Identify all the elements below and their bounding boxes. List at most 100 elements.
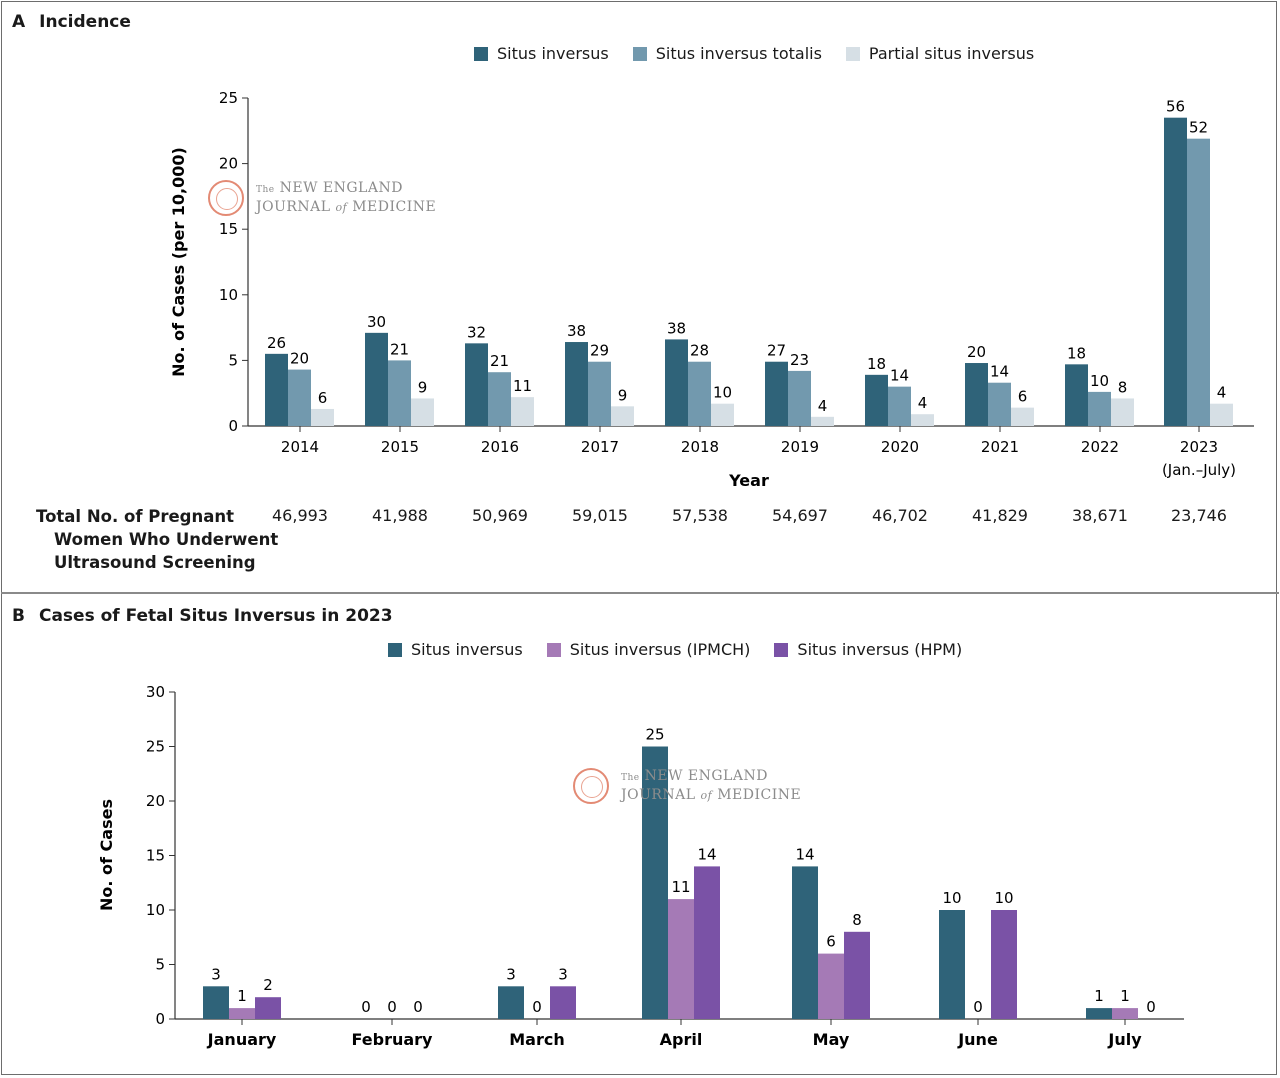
bar (811, 416, 834, 426)
journal-watermark: The NEW ENGLAND JOURNAL of MEDICINE (208, 180, 436, 216)
watermark-small: of (700, 789, 713, 802)
data-label: 20 (967, 343, 986, 361)
data-label: 14 (890, 367, 909, 385)
data-label: 6 (826, 933, 836, 951)
x-tick-label: 2019 (781, 438, 819, 456)
total-value: 50,969 (472, 506, 528, 525)
data-label: 3 (506, 965, 516, 983)
bar (694, 866, 720, 1019)
data-label: 30 (367, 313, 386, 331)
x-tick-label: 2020 (881, 438, 919, 456)
legend-item-situs-inversus-totalis: Situs inversus totalis (632, 44, 822, 63)
bar (668, 899, 694, 1019)
bar (991, 910, 1017, 1019)
data-label: 52 (1189, 119, 1208, 137)
totals-label-line: Ultrasound Screening (54, 553, 256, 572)
x-tick-label: 2015 (381, 438, 419, 456)
total-value: 57,538 (672, 506, 728, 525)
total-value: 41,988 (372, 506, 428, 525)
legend-label: Partial situs inversus (868, 44, 1035, 63)
bar (203, 986, 229, 1019)
legend-item-situs-inversus: Situs inversus (388, 640, 523, 659)
watermark-line: NEW ENGLAND (644, 768, 768, 784)
watermark-line: MEDICINE (352, 199, 437, 215)
legend-item-partial-situs-inversus: Partial situs inversus (845, 44, 1035, 63)
data-label: 4 (918, 394, 928, 412)
legend-item-ipmch: Situs inversus (IPMCH) (546, 640, 751, 659)
panel-a-legend: Situs inversus Situs inversus totalis Pa… (474, 44, 1058, 63)
bar (1086, 1008, 1112, 1019)
x-tick-label: March (509, 1030, 564, 1049)
bar (688, 361, 711, 426)
data-label: 38 (567, 322, 586, 340)
total-value: 54,697 (772, 506, 828, 525)
legend-label: Situs inversus (IPMCH) (569, 640, 751, 659)
bar (550, 986, 576, 1019)
bar (488, 372, 511, 426)
x-tick-label: 2018 (681, 438, 719, 456)
total-value: 46,993 (272, 506, 328, 525)
watermark-small: The (256, 185, 275, 195)
legend-swatch (388, 642, 402, 657)
bar (1210, 403, 1233, 426)
x-tick-label: May (813, 1030, 850, 1049)
x-tick-label: 2014 (281, 438, 319, 456)
data-label: 9 (418, 378, 428, 396)
legend-item-hpm: Situs inversus (HPM) (774, 640, 962, 659)
bar (611, 406, 634, 426)
y-tick-label: 20 (146, 792, 165, 810)
totals-label-line: Women Who Underwent (54, 530, 279, 549)
data-label: 25 (645, 726, 664, 744)
bar (1164, 117, 1187, 427)
y-tick-label: 30 (146, 683, 165, 701)
bar (265, 353, 288, 426)
legend-swatch (474, 46, 488, 61)
data-label: 6 (318, 389, 328, 407)
x-tick-label: July (1107, 1030, 1142, 1049)
bar (1088, 391, 1111, 426)
bar (965, 363, 988, 426)
bar (255, 997, 281, 1019)
y-tick-label: 5 (228, 351, 238, 369)
y-axis-title: No. of Cases (per 10,000) (169, 147, 188, 377)
x-axis-title: Year (728, 471, 769, 490)
legend-label: Situs inversus (411, 640, 523, 659)
bar (565, 342, 588, 426)
data-label: 11 (513, 377, 532, 395)
x-tick-sublabel: (Jan.–July) (1162, 461, 1236, 479)
legend-label: Situs inversus totalis (655, 44, 822, 63)
bar (818, 953, 844, 1019)
bar (388, 360, 411, 426)
x-tick-label: June (957, 1030, 998, 1049)
bar (865, 374, 888, 426)
watermark-line: JOURNAL (621, 787, 696, 803)
panel-a-title: Incidence (39, 12, 131, 32)
bar (1011, 407, 1034, 426)
bar (411, 398, 434, 426)
bar (988, 382, 1011, 426)
data-label: 9 (618, 386, 628, 404)
legend-swatch (774, 642, 789, 657)
bar (288, 369, 311, 426)
data-label: 10 (713, 384, 732, 402)
data-label: 1 (237, 987, 247, 1005)
data-label: 10 (994, 889, 1013, 907)
bar (844, 931, 870, 1019)
y-tick-label: 10 (146, 901, 165, 919)
bar (229, 1008, 255, 1019)
panel-b-letter: B (12, 606, 25, 626)
watermark-text: The NEW ENGLAND JOURNAL of MEDICINE (256, 180, 436, 216)
data-label: 27 (767, 342, 786, 360)
journal-seal-icon (573, 768, 609, 804)
data-label: 8 (852, 911, 862, 929)
x-tick-label: January (207, 1030, 277, 1049)
data-label: 21 (490, 352, 509, 370)
data-label: 0 (1146, 998, 1156, 1016)
x-tick-label: 2023 (1180, 438, 1218, 456)
data-label: 38 (667, 319, 686, 337)
legend-swatch (845, 46, 860, 61)
data-label: 10 (942, 889, 961, 907)
bar (642, 746, 668, 1019)
